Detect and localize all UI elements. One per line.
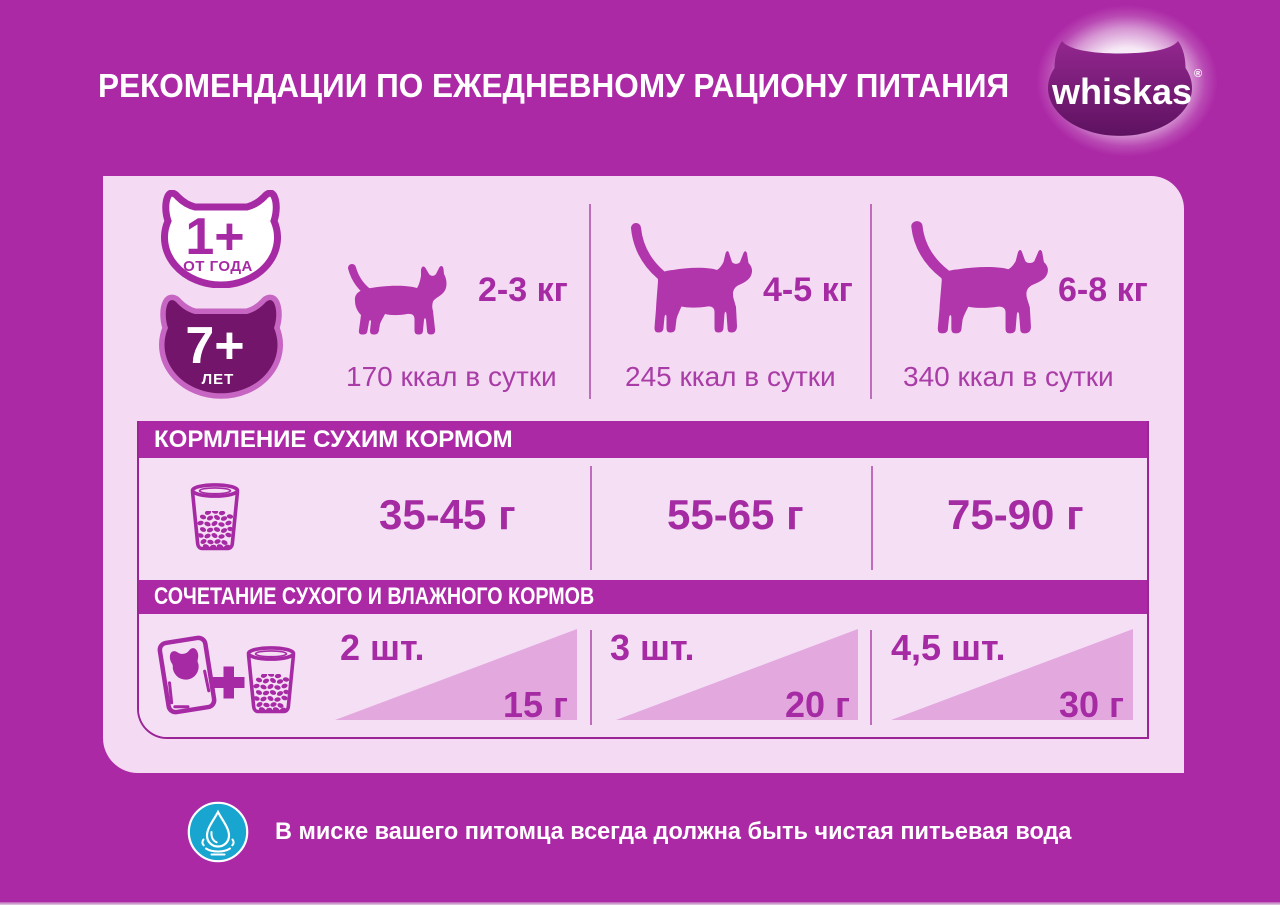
svg-text:whiskas: whiskas (1051, 71, 1192, 112)
svg-text:®: ® (1194, 68, 1202, 80)
svg-text:ЛЕТ: ЛЕТ (202, 371, 235, 388)
svg-text:1+: 1+ (185, 208, 244, 266)
svg-text:ОТ ГОДА: ОТ ГОДА (183, 258, 253, 275)
svg-text:7+: 7+ (185, 317, 244, 375)
